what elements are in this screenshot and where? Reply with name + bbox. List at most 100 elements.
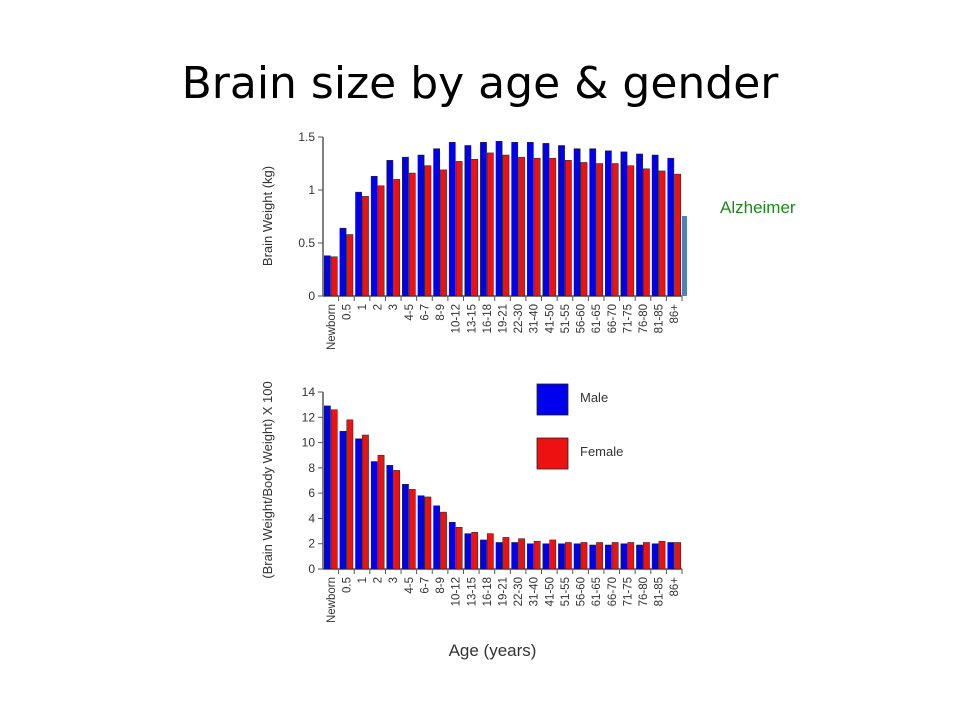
bar-female [643, 168, 650, 297]
bar-male [589, 544, 597, 570]
y-tick-label: 6 [308, 486, 315, 500]
bar-female [486, 533, 494, 570]
bar-male [324, 255, 331, 297]
bar-male [542, 543, 550, 570]
bar-male [636, 153, 643, 297]
y-tick-label: 12 [302, 410, 316, 424]
x-tick-label: 13-15 [466, 577, 478, 606]
bar-male [355, 191, 362, 297]
bar-male [386, 160, 394, 297]
bar-male [402, 484, 409, 570]
x-tick-label: 6-7 [419, 304, 431, 321]
y-tick-label: 8 [308, 461, 315, 475]
bar-male [511, 542, 519, 570]
x-tick-label: 71-75 [622, 577, 634, 606]
y-axis-label: Brain Weight (kg) [260, 166, 275, 266]
alzheimer-annotation: Alzheimer [720, 198, 796, 217]
bar-male [370, 175, 378, 297]
bar-female [471, 159, 479, 297]
x-tick-label: 19-21 [498, 577, 510, 606]
y-tick-label: 4 [308, 511, 315, 525]
bar-male [464, 145, 472, 297]
bar-female [611, 542, 619, 570]
bar-female [533, 540, 541, 570]
x-tick-label: 56-60 [576, 304, 588, 333]
bar-female [455, 527, 463, 570]
bar-male [480, 142, 487, 297]
bar-female [330, 256, 338, 297]
bar-female [424, 165, 432, 297]
bar-female [330, 409, 338, 570]
bar-male [620, 543, 628, 570]
bar-male [651, 543, 659, 570]
bar-male [433, 505, 441, 570]
bar-male [558, 145, 565, 297]
bar-male [355, 438, 362, 570]
x-tick-label: 66-70 [607, 304, 619, 333]
bar-female [549, 539, 557, 570]
y-tick-label: 0.5 [298, 236, 315, 250]
bar-female [564, 542, 572, 570]
x-tick-label: 3 [388, 577, 400, 583]
y-tick-label: 1.5 [298, 130, 315, 144]
bar-male [417, 154, 425, 297]
x-tick-label: 8-9 [435, 577, 447, 594]
x-tick-label: 16-18 [482, 304, 494, 333]
x-tick-label: 1 [357, 577, 369, 583]
bar-male [448, 521, 456, 570]
x-tick-label: 81-85 [654, 304, 666, 333]
x-tick-label: 22-30 [513, 577, 525, 606]
x-tick-label: 2 [373, 577, 385, 583]
bar-female [362, 196, 369, 297]
x-tick-label: Newborn [326, 304, 338, 350]
x-tick-label: 86+ [669, 304, 681, 324]
bar-male [370, 461, 378, 570]
bar-male [464, 533, 472, 570]
bar-female [596, 163, 603, 297]
y-tick-label: 14 [302, 385, 316, 399]
x-tick-label: 31-40 [529, 577, 541, 606]
x-tick-label: 86+ [669, 577, 681, 597]
bar-female [533, 157, 541, 297]
bar-male [604, 150, 612, 297]
bar-female [643, 542, 650, 570]
bar-female [362, 434, 369, 570]
bar-male [636, 544, 643, 570]
x-tick-label: 66-70 [607, 577, 619, 606]
x-tick-label: 76-80 [638, 577, 650, 606]
bar-female [502, 537, 510, 570]
bar-male [589, 148, 597, 297]
bar-female [393, 470, 401, 570]
bar-female [346, 234, 354, 297]
x-tick-label: 56-60 [576, 577, 588, 606]
x-tick-label: Newborn [326, 577, 338, 623]
bar-male [324, 405, 331, 570]
x-axis-label: Age (years) [449, 641, 537, 660]
y-axis-label: (Brain Weight/Body Weight) X 100 [260, 381, 275, 579]
legend-label-male: Male [580, 390, 608, 405]
x-tick-label: 31-40 [529, 304, 541, 333]
x-tick-label: 13-15 [466, 304, 478, 333]
bar-female [424, 496, 432, 570]
bar-male [604, 544, 612, 570]
bar-female [471, 532, 479, 570]
x-tick-label: 16-18 [482, 577, 494, 606]
bar-male [495, 542, 503, 570]
bar-female [377, 185, 385, 297]
x-tick-label: 6-7 [419, 577, 431, 594]
bar-female [627, 165, 635, 297]
bar-female [674, 542, 681, 570]
x-tick-label: 4-5 [404, 304, 416, 321]
x-tick-label: 76-80 [638, 304, 650, 333]
bar-male [495, 140, 503, 297]
bar-female [408, 172, 416, 297]
legend-swatch-female [536, 437, 569, 470]
bar-male [558, 543, 565, 570]
bar-male [526, 142, 534, 297]
x-tick-label: 51-55 [560, 304, 572, 333]
bar-male [511, 142, 519, 297]
bar-male [448, 142, 456, 297]
bar-female [455, 161, 463, 297]
bar-male [667, 157, 675, 297]
